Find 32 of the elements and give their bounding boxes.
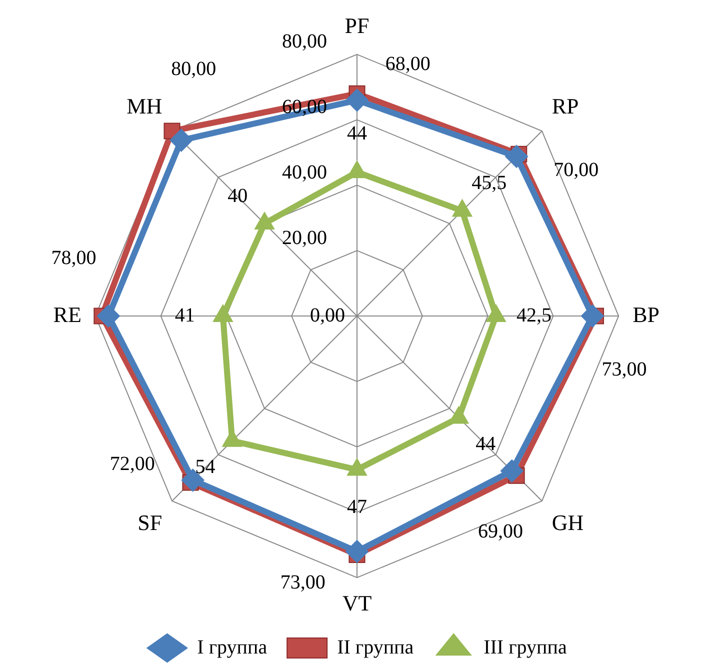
data-label: 73,00 bbox=[602, 358, 647, 380]
data-label: 72,00 bbox=[110, 453, 155, 476]
legend-label: III группа bbox=[484, 636, 567, 658]
y-tick-label: 20,00 bbox=[282, 226, 327, 249]
y-tick-label: 0,00 bbox=[310, 304, 345, 326]
data-label: 78,00 bbox=[51, 246, 96, 269]
spoke-label: RE bbox=[53, 302, 82, 327]
y-tick-label: 40,00 bbox=[282, 161, 327, 184]
data-label: 69,00 bbox=[478, 520, 523, 543]
spoke-label: SF bbox=[138, 510, 162, 535]
data-label: 45,5 bbox=[472, 172, 507, 194]
legend-label: I группа bbox=[197, 636, 268, 658]
data-label: 68,00 bbox=[385, 53, 430, 75]
data-label: 54 bbox=[195, 456, 216, 478]
y-tick-label: 60,00 bbox=[282, 96, 327, 118]
data-label: 44 bbox=[347, 122, 367, 144]
y-tick-label: 80,00 bbox=[282, 30, 327, 53]
spoke-label: MH bbox=[126, 94, 162, 119]
data-label: 44 bbox=[476, 432, 496, 455]
spoke-label: GH bbox=[552, 510, 584, 535]
spoke-label: VT bbox=[342, 590, 372, 616]
data-label: 40 bbox=[228, 184, 248, 207]
data-label: 42,5 bbox=[516, 304, 552, 326]
data-label: 73,00 bbox=[280, 572, 326, 594]
legend-label: II группа bbox=[337, 636, 414, 658]
data-label: 70,00 bbox=[554, 158, 599, 181]
spoke-label: PF bbox=[344, 12, 370, 38]
data-label: 80,00 bbox=[171, 58, 216, 80]
data-label: 41 bbox=[174, 304, 195, 326]
spoke-label: RP bbox=[552, 94, 579, 119]
data-label: 47 bbox=[347, 496, 367, 518]
spoke-label: BP bbox=[632, 302, 660, 327]
